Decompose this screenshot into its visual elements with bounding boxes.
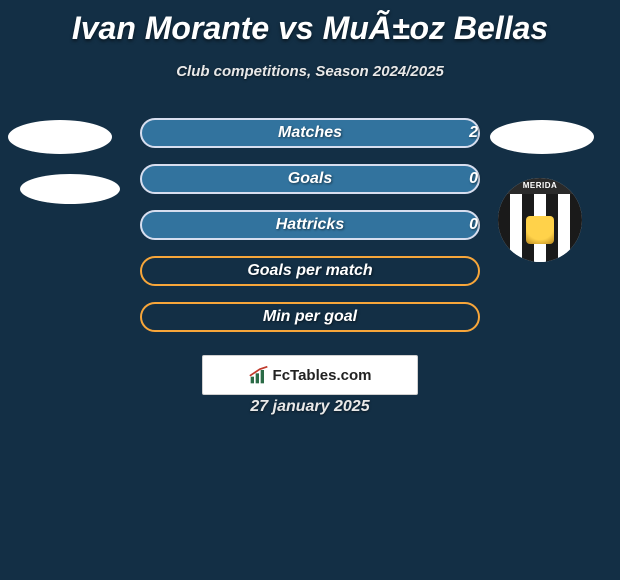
attribution-logo: FcTables.com (202, 355, 418, 395)
comparison-row: Min per goal (0, 302, 620, 332)
comparison-bar-label: Min per goal (140, 302, 480, 332)
badge-stripe (510, 194, 522, 262)
comparison-bar-value (450, 302, 478, 332)
comparison-infographic: Ivan Morante vs MuÃ±oz Bellas Club compe… (0, 0, 620, 580)
player-marker (20, 174, 120, 204)
comparison-bar-label: Goals per match (140, 256, 480, 286)
comparison-bar-value (450, 256, 478, 286)
logo-text: FcTables.com (273, 367, 372, 384)
badge-shield-icon (526, 216, 554, 244)
badge-inner: MERIDA (498, 178, 582, 262)
footer-date: 27 january 2025 (0, 398, 620, 416)
badge-stripe (498, 194, 510, 262)
badge-stripe (558, 194, 570, 262)
badge-banner-text: MERIDA (498, 178, 582, 194)
page-title: Ivan Morante vs MuÃ±oz Bellas (0, 0, 620, 47)
bar-chart-icon (249, 365, 269, 385)
comparison-bar-value: 0 (450, 210, 478, 240)
logo-inner: FcTables.com (203, 356, 417, 394)
comparison-bar-value: 2 (450, 118, 478, 148)
subtitle: Club competitions, Season 2024/2025 (0, 63, 620, 80)
badge-stripe (570, 194, 582, 262)
player-marker (490, 120, 594, 154)
comparison-bar-label: Hattricks (140, 210, 480, 240)
comparison-bar-value: 0 (450, 164, 478, 194)
comparison-bar-label: Matches (140, 118, 480, 148)
comparison-bar-label: Goals (140, 164, 480, 194)
right-player-badge: MERIDA (498, 178, 582, 262)
player-marker (8, 120, 112, 154)
